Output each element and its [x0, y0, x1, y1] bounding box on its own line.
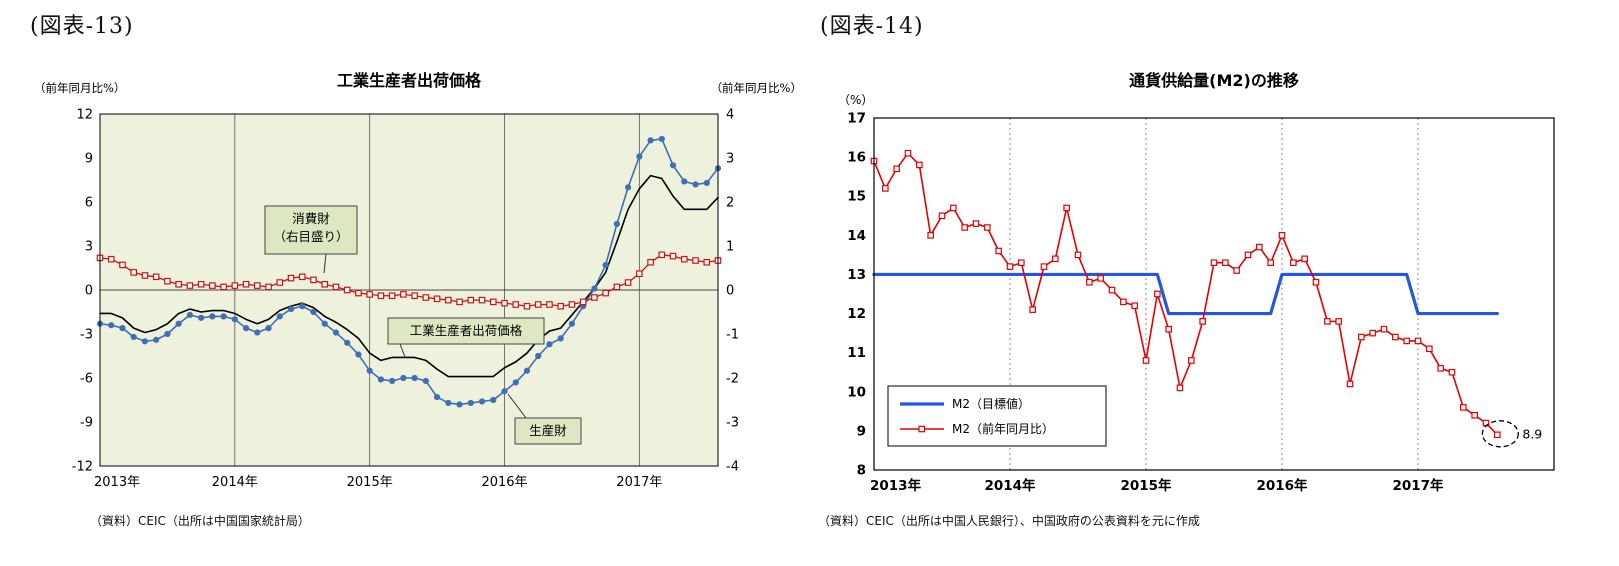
svg-text:14: 14 — [847, 228, 866, 244]
svg-text:2016年: 2016年 — [481, 475, 527, 490]
svg-text:-3: -3 — [80, 328, 93, 343]
series-producer-goods — [96, 135, 722, 408]
svg-text:12: 12 — [76, 108, 93, 123]
svg-text:M2（目標値）: M2（目標値） — [952, 396, 1030, 411]
svg-text:工業生産者出荷価格: 工業生産者出荷価格 — [337, 71, 482, 90]
svg-text:2016年: 2016年 — [1256, 477, 1308, 494]
svg-text:3: 3 — [726, 152, 734, 167]
series-m2-yoy — [870, 149, 1501, 439]
figure-13-label: (図表-13) — [30, 14, 134, 39]
svg-text:-1: -1 — [726, 328, 739, 343]
svg-text:15: 15 — [847, 189, 866, 205]
svg-text:-2: -2 — [726, 372, 739, 387]
svg-text:工業生産者出荷価格: 工業生産者出荷価格 — [410, 323, 523, 338]
svg-text:8.9: 8.9 — [1522, 426, 1542, 441]
svg-text:-3: -3 — [726, 416, 739, 431]
legend: M2（目標値） M2（前年同月比） — [887, 385, 1107, 447]
svg-text:M2（前年同月比）: M2（前年同月比） — [952, 421, 1054, 436]
plot-border — [99, 113, 719, 467]
svg-text:4: 4 — [726, 108, 734, 123]
annotation-last-value: 8.9 — [1481, 420, 1542, 448]
svg-text:1: 1 — [726, 240, 734, 255]
series-m2-target — [872, 272, 1499, 316]
series-ppi-total — [99, 174, 719, 378]
svg-text:-9: -9 — [80, 416, 93, 431]
callout-consumer-goods: 消費財 （右目盛り） — [264, 205, 358, 274]
svg-text:0: 0 — [85, 284, 93, 299]
svg-text:11: 11 — [847, 345, 866, 361]
m2-chart: 8 9 10 11 12 13 14 15 16 17 2013年 2014年 2015年 2016年 20… — [818, 46, 1613, 512]
svg-text:（%）: （%） — [838, 93, 873, 107]
svg-text:17: 17 — [847, 111, 866, 127]
m2-chart-canvas: 8 9 10 11 12 13 14 15 16 17 2013年 2014年 2015年 2016年 20… — [838, 71, 1555, 494]
svg-text:2017年: 2017年 — [616, 475, 662, 490]
svg-text:2013年: 2013年 — [94, 475, 140, 490]
figure-13-panel: (図表-13) -12 -9 -6 -3 0 3 6 9 12 -4 -3 -2 -1 0 1 2 3 4 2013… — [28, 6, 808, 529]
svg-text:12: 12 — [847, 306, 866, 322]
svg-text:通貨供給量(M2)の推移: 通貨供給量(M2)の推移 — [1129, 71, 1299, 90]
svg-text:2: 2 — [726, 196, 734, 211]
svg-text:9: 9 — [85, 152, 93, 167]
svg-text:消費財: 消費財 — [292, 211, 330, 226]
figure-14-label: (図表-14) — [820, 14, 924, 39]
svg-text:生産財: 生産財 — [529, 423, 567, 438]
svg-text:8: 8 — [857, 463, 866, 479]
svg-text:13: 13 — [847, 267, 866, 283]
svg-text:6: 6 — [85, 196, 93, 211]
svg-text:-4: -4 — [726, 460, 739, 475]
callout-producer-goods: 生産財 — [507, 393, 582, 445]
svg-text:3: 3 — [85, 240, 93, 255]
figure-14-source: （資料）CEIC（出所は中国人民銀行）、中国政府の公表資料を元に作成 — [818, 514, 1200, 528]
svg-text:9: 9 — [857, 423, 866, 439]
svg-text:（前年同月比%）: （前年同月比%） — [34, 81, 125, 95]
svg-text:（前年同月比%）: （前年同月比%） — [711, 81, 802, 95]
svg-text:16: 16 — [847, 150, 866, 166]
svg-text:2013年: 2013年 — [870, 477, 922, 494]
svg-text:-12: -12 — [72, 460, 93, 475]
svg-text:2015年: 2015年 — [347, 475, 393, 490]
svg-text:0: 0 — [726, 284, 734, 299]
ppi-chart: -12 -9 -6 -3 0 3 6 9 12 -4 -3 -2 -1 0 1 2 3 4 2013年 2014年 20… — [28, 46, 808, 512]
svg-text:2015年: 2015年 — [1120, 477, 1172, 494]
svg-text:2014年: 2014年 — [212, 475, 258, 490]
svg-text:2017年: 2017年 — [1392, 477, 1444, 494]
svg-text:10: 10 — [847, 384, 866, 400]
callout-ppi-total: 工業生産者出荷価格 — [387, 317, 545, 358]
svg-text:（右目盛り）: （右目盛り） — [273, 229, 348, 244]
plot-border — [873, 117, 1555, 471]
figure-14-panel: (図表-14) 8 9 10 11 12 13 14 15 16 17 2013年 2014年 2015… — [818, 6, 1613, 529]
figure-13-source: （資料）CEIC（出所は中国国家統計局） — [90, 514, 310, 528]
svg-text:-6: -6 — [80, 372, 93, 387]
svg-text:2014年: 2014年 — [984, 477, 1036, 494]
